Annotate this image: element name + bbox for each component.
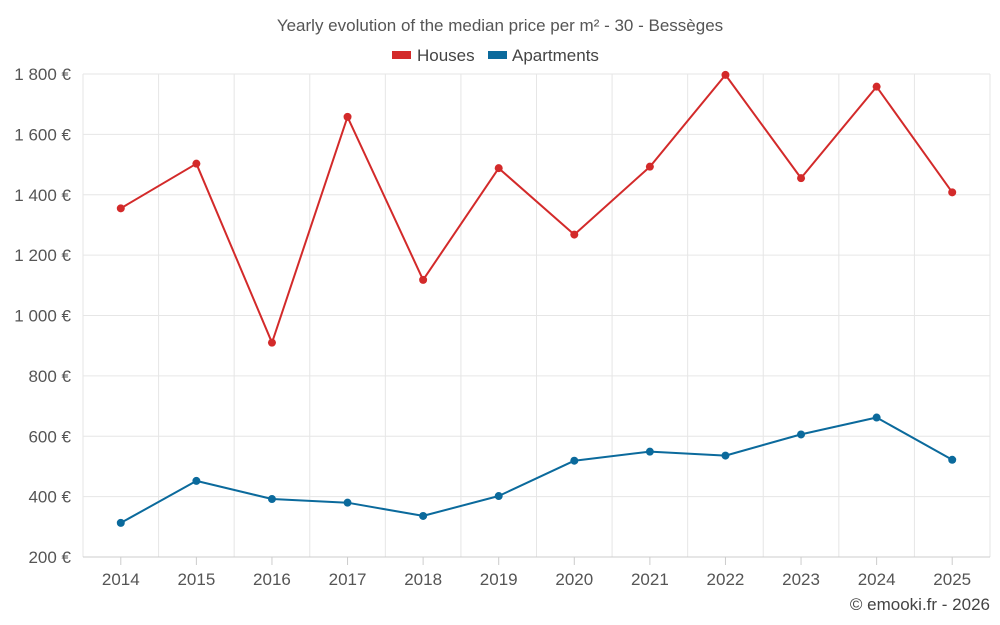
x-tick-label: 2023 [782,570,820,589]
data-point-apartments[interactable] [721,451,730,460]
x-tick-label: 2021 [631,570,669,589]
data-point-houses[interactable] [343,112,352,121]
data-point-houses[interactable] [494,164,503,173]
data-point-houses[interactable] [267,338,276,347]
x-tick-label: 2020 [555,570,593,589]
x-tick-label: 2025 [933,570,971,589]
x-tick-label: 2018 [404,570,442,589]
data-point-apartments[interactable] [797,430,806,439]
data-point-apartments[interactable] [570,456,579,465]
y-tick-label: 200 € [28,548,71,567]
data-point-apartments[interactable] [267,495,276,504]
x-tick-label: 2019 [480,570,518,589]
y-tick-label: 400 € [28,488,71,507]
data-point-houses[interactable] [645,162,654,171]
data-point-apartments[interactable] [192,476,201,485]
data-point-apartments[interactable] [645,447,654,456]
y-tick-label: 600 € [28,427,71,446]
x-tick-label: 2014 [102,570,140,589]
y-tick-label: 800 € [28,367,71,386]
data-point-houses[interactable] [948,188,957,197]
chart-title: Yearly evolution of the median price per… [277,16,723,35]
legend-label-apartments: Apartments [512,46,599,65]
data-point-apartments[interactable] [872,413,881,422]
data-point-apartments[interactable] [948,455,957,464]
data-point-houses[interactable] [192,159,201,168]
x-tick-label: 2016 [253,570,291,589]
legend-item-apartments[interactable]: Apartments [488,46,599,65]
legend-item-houses[interactable]: Houses [392,46,475,65]
y-axis: 200 € 400 € 600 € 800 € 1 000 € 1 200 € 1 400 … [14,65,71,567]
y-tick-label: 1 800 € [14,65,71,84]
x-tick-label: 2022 [707,570,745,589]
y-tick-label: 1 400 € [14,186,71,205]
data-point-houses[interactable] [721,70,730,79]
data-point-houses[interactable] [116,204,125,213]
x-axis: 2014 2015 2016 2017 2018 2019 2020 2021 2022 2023… [83,556,990,589]
grid [82,73,991,558]
data-point-apartments[interactable] [343,498,352,507]
legend: Houses Apartments [392,46,599,65]
y-tick-label: 1 200 € [14,246,71,265]
x-tick-label: 2015 [177,570,215,589]
data-point-apartments[interactable] [419,511,428,520]
data-point-houses[interactable] [872,82,881,91]
series-line-apartments [120,416,953,524]
data-point-houses[interactable] [570,230,579,239]
series-apartments [116,413,957,527]
legend-swatch-apartments [488,51,507,59]
copyright-credit: © emooki.fr - 2026 [850,595,990,614]
legend-label-houses: Houses [417,46,475,65]
x-tick-label: 2017 [329,570,367,589]
series-line-houses [120,73,954,344]
data-point-apartments[interactable] [494,492,503,501]
series-houses [116,70,957,347]
series-layer [116,70,957,527]
y-tick-label: 1 000 € [14,307,71,326]
x-tick-label: 2024 [858,570,896,589]
y-tick-label: 1 600 € [14,125,71,144]
legend-swatch-houses [392,51,411,59]
data-point-houses[interactable] [797,174,806,183]
data-point-houses[interactable] [419,275,428,284]
data-point-apartments[interactable] [116,518,125,527]
